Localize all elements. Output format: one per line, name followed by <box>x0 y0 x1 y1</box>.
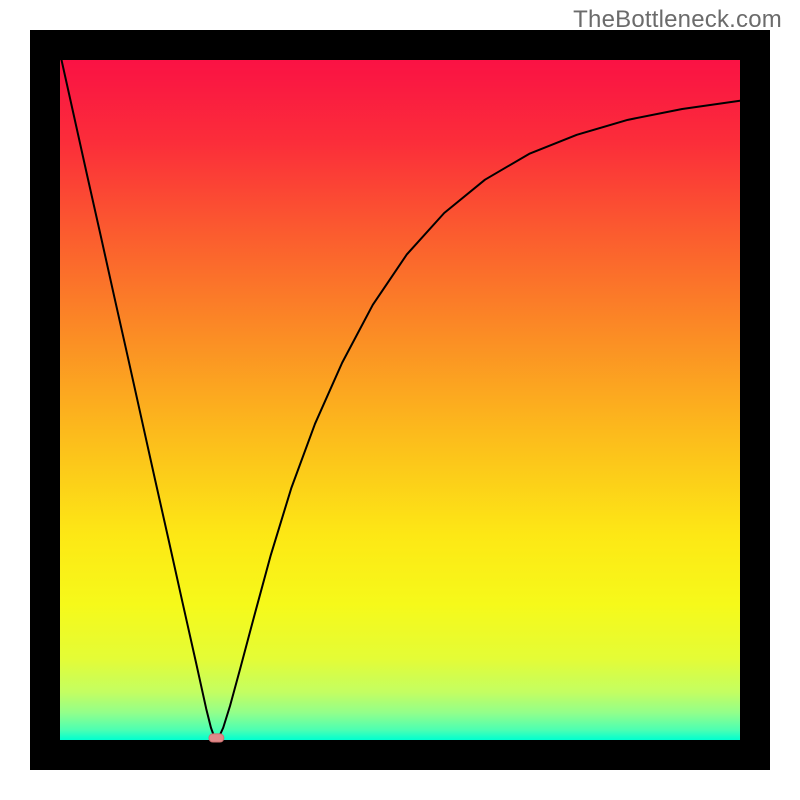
bottleneck-chart <box>0 0 800 800</box>
plot-background <box>60 60 740 740</box>
chart-container: TheBottleneck.com <box>0 0 800 800</box>
valley-marker <box>209 734 224 742</box>
watermark-text: TheBottleneck.com <box>573 6 782 34</box>
